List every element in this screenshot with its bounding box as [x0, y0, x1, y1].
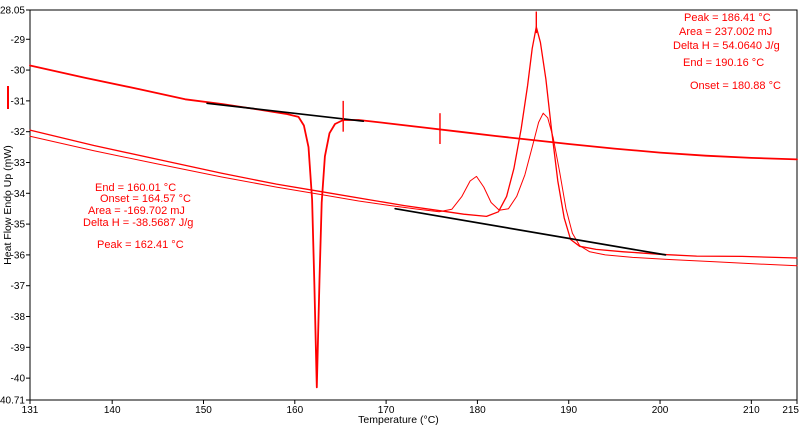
heating-curve-first-melt	[29, 26, 798, 259]
y-tick-label: -29	[11, 35, 26, 46]
y-tick-label: -34	[11, 189, 26, 200]
y-tick-label: -40	[11, 374, 26, 385]
endotherm-deltah-label: Delta H = 54.0640 J/g	[673, 40, 780, 52]
y-tick-label: -33	[11, 158, 26, 169]
y-tick-label: -28.05	[0, 6, 25, 17]
x-tick-label: 200	[652, 405, 669, 416]
y-tick-label: -39	[11, 343, 26, 354]
exotherm-deltah-label: Delta H = -38.5687 J/g	[83, 217, 194, 229]
heating-curve-second-melt	[29, 112, 798, 267]
endotherm-peak-label: Peak = 186.41 °C	[684, 12, 771, 24]
plot-border	[29, 9, 798, 401]
y-tick-label: -40.71	[0, 396, 25, 407]
endotherm-area-label: Area = 237.002 mJ	[679, 26, 773, 38]
y-tick-label: -30	[11, 66, 26, 77]
y-tick-label: -32	[11, 127, 26, 138]
y-tick-label: -38	[11, 312, 26, 323]
y-tick-label: -36	[11, 250, 26, 261]
axis-cursor-marker	[7, 86, 9, 109]
x-tick-label: 210	[743, 405, 760, 416]
x-tick-label: 190	[560, 405, 577, 416]
y-tick-label: -37	[11, 281, 26, 292]
y-tick-label: -35	[11, 220, 26, 231]
endotherm-onset-label: Onset = 180.88 °C	[690, 80, 781, 92]
y-tick-label: -31	[11, 96, 26, 107]
x-tick-label: 140	[104, 405, 121, 416]
integration-baseline-exotherm	[206, 102, 365, 123]
exotherm-area-label: Area = -169.702 mJ	[88, 205, 185, 217]
x-tick-label: 215	[782, 405, 799, 416]
x-axis-title: Temperature (°C)	[358, 414, 439, 426]
x-tick-label: 180	[469, 405, 486, 416]
exotherm-peak-label: Peak = 162.41 °C	[97, 239, 184, 251]
exotherm-onset-label: Onset = 164.57 °C	[100, 193, 191, 205]
integration-baseline-endotherm	[394, 207, 667, 256]
x-tick-label: 170	[378, 405, 395, 416]
y-axis-title: Heat Flow Endo Up (mW)	[2, 145, 14, 265]
exotherm-end-label: End = 160.01 °C	[95, 182, 177, 194]
endotherm-end-label: End = 190.16 °C	[683, 57, 765, 69]
x-tick-label: 131	[22, 405, 39, 416]
x-tick-label: 160	[286, 405, 303, 416]
x-tick-label: 150	[195, 405, 212, 416]
